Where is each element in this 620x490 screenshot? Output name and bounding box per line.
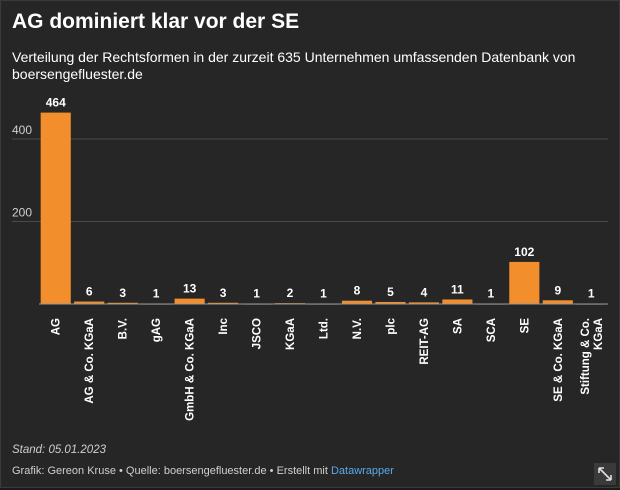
data-label: 1 [153, 287, 160, 301]
x-tick-label: Ltd. [319, 318, 331, 339]
data-label: 1 [320, 287, 327, 301]
bar [509, 261, 540, 304]
x-tick-label-group: REIT-AG [419, 318, 431, 365]
x-tick-label: AG [51, 318, 63, 335]
x-tick-label: KGaA [593, 318, 605, 350]
x-tick-label: SE & Co. KGaA [553, 318, 565, 402]
chart-footer: Grafik: Gereon Kruse • Quelle: boersenge… [12, 465, 394, 477]
x-tick-label-group: N.V. [352, 318, 364, 339]
data-label: 8 [354, 284, 361, 298]
data-label: 5 [387, 285, 394, 299]
data-label: 3 [220, 286, 227, 300]
x-tick-label-group: AG [51, 318, 63, 335]
x-tick-label: SA [452, 318, 464, 334]
y-tick-label: 400 [12, 123, 32, 137]
datawrapper-link[interactable]: Datawrapper [330, 465, 394, 477]
x-tick-label-group: plc [385, 317, 397, 334]
bar [40, 112, 71, 304]
x-tick-label: N.V. [352, 318, 364, 339]
x-tick-label: plc [385, 317, 397, 334]
x-tick-label-group: Ltd. [319, 318, 331, 339]
bar [174, 298, 205, 304]
x-tick-label: SCA [486, 318, 498, 342]
x-tick-label-group: JSCO [252, 318, 264, 349]
x-tick-label-group: SCA [486, 318, 498, 342]
footer-separator: • [119, 465, 123, 477]
x-tick-label-group: SE [519, 318, 531, 334]
bar [341, 300, 373, 304]
x-tick-label-group: Inc [218, 317, 230, 334]
data-label: 464 [46, 96, 66, 110]
data-label: 1 [488, 287, 495, 301]
x-tick-label-group: AG & Co. KGaA [84, 318, 96, 404]
data-label: 11 [451, 282, 464, 296]
y-tick-label: 200 [12, 206, 32, 220]
x-tick-label-group: B.V. [118, 318, 130, 339]
x-tick-label: AG & Co. KGaA [84, 318, 96, 404]
x-tick-label: KGaA [285, 318, 297, 350]
x-tick-label-group: SE & Co. KGaA [553, 318, 565, 402]
footer-quelle: Quelle: boersengefluester.de [125, 465, 267, 477]
x-tick-label: REIT-AG [419, 318, 431, 365]
bar [408, 302, 439, 304]
x-tick-label-group: gAG [151, 318, 163, 342]
data-label: 9 [554, 283, 561, 297]
x-tick-label: JSCO [252, 318, 264, 349]
x-tick-label: Stiftung & Co. [580, 318, 592, 395]
x-tick-label: GmbH & Co. KGaA [185, 318, 197, 421]
bar [74, 301, 105, 304]
chart-title: AG dominiert klar vor der SE [12, 10, 300, 33]
x-tick-label-group: KGaA [285, 318, 297, 350]
bar [208, 302, 239, 304]
footer-grafik: Grafik: Gereon Kruse [12, 465, 116, 477]
data-label: 102 [514, 245, 534, 259]
bar [442, 299, 473, 304]
data-label: 2 [287, 286, 294, 300]
expand-arrows-icon[interactable] [594, 463, 616, 485]
x-tick-label-group: Stiftung & Co. KGaA [580, 318, 605, 395]
data-label: 1 [253, 287, 260, 301]
x-tick-label: B.V. [118, 318, 130, 339]
footer-erstellt: Erstellt mit [276, 465, 328, 477]
x-tick-label: gAG [151, 318, 163, 342]
x-tick-label: SE [519, 318, 531, 334]
data-label: 1 [588, 287, 595, 301]
x-tick-label-group: GmbH & Co. KGaA [185, 318, 197, 421]
bar [542, 300, 573, 304]
data-label: 4 [421, 285, 428, 299]
x-tick-label-group: SA [452, 318, 464, 334]
bar [375, 301, 406, 304]
chart-subtitle: Verteilung der Rechtsformen in der zurze… [12, 49, 576, 82]
x-tick-label: Inc [218, 317, 230, 334]
date-note: Stand: 05.01.2023 [12, 444, 106, 456]
bar [107, 302, 138, 304]
data-label: 3 [119, 286, 126, 300]
data-label: 6 [86, 285, 93, 299]
footer-separator: • [269, 465, 274, 477]
data-label: 13 [183, 282, 197, 296]
